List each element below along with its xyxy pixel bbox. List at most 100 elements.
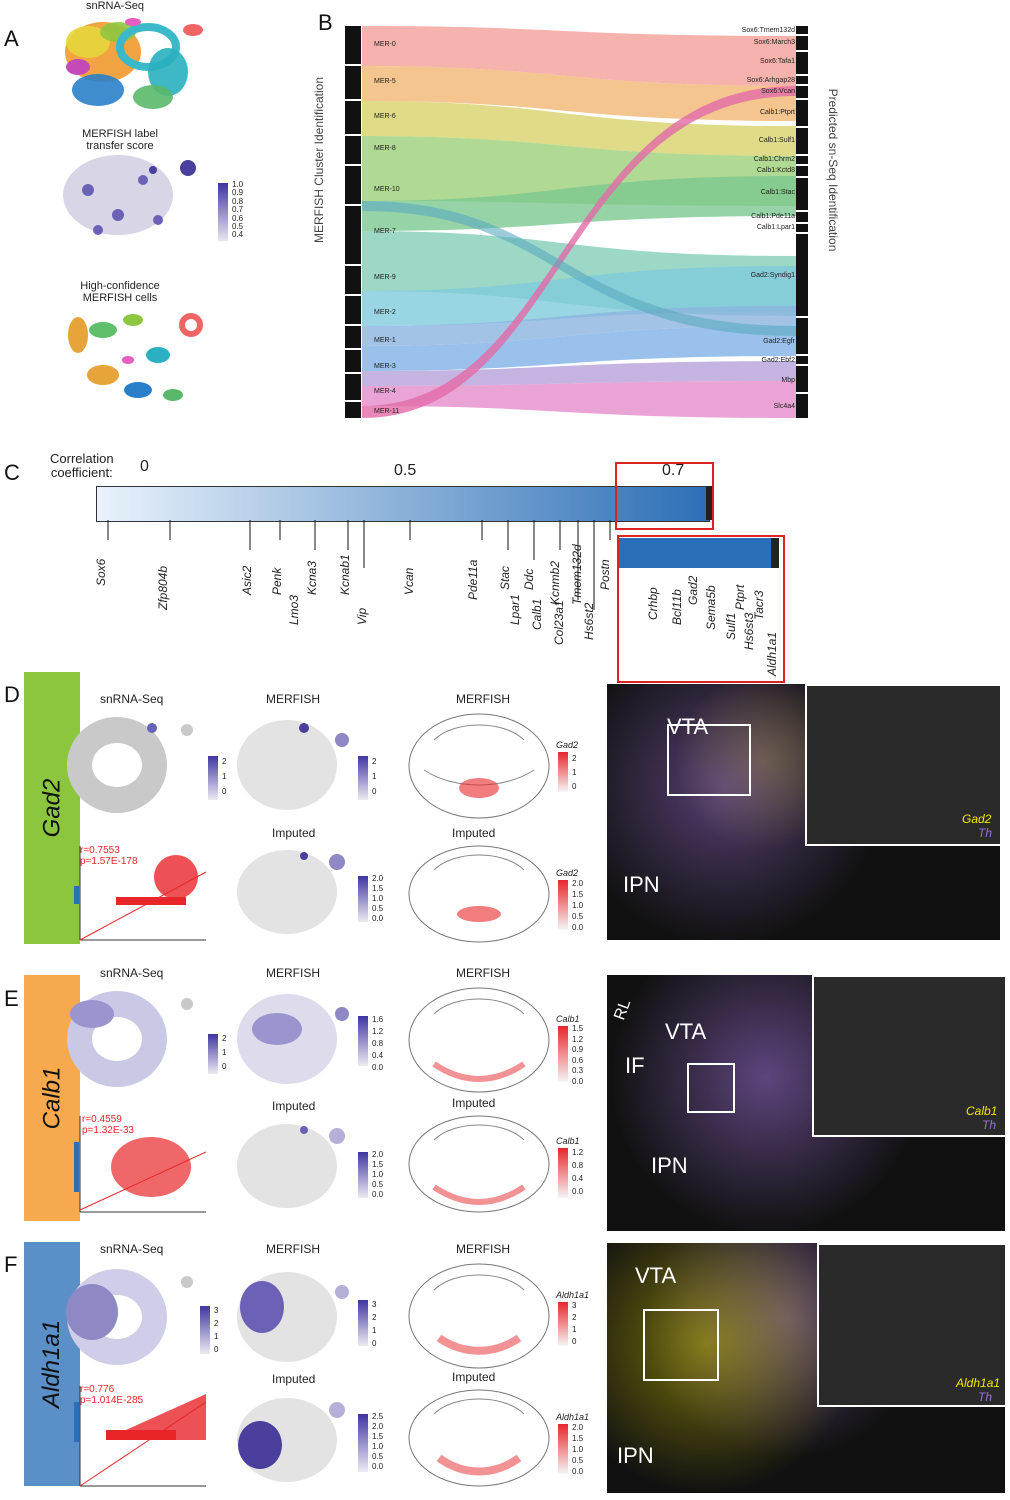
scatter-gad2 <box>74 846 206 941</box>
sankey-left-axis-label: MERFISH Cluster Identification <box>312 76 326 244</box>
atlas-imputed-label: Imputed <box>452 1096 496 1110</box>
colorbar <box>558 1026 568 1082</box>
cb-ticks: 2.0 1.5 1.0 0.5 0.0 <box>372 874 384 923</box>
zoom-box <box>615 462 714 530</box>
umap-snrna-gad2 <box>67 717 193 813</box>
panel-a-title-3: High-confidence MERFISH cells <box>80 280 160 304</box>
atlas-gene-label: Calb1 <box>556 1014 580 1024</box>
r-value: r=0.4559 <box>82 1114 122 1125</box>
atlas-imputed-calb1 <box>408 1115 550 1213</box>
atlas-gene-label: Gad2 <box>556 740 579 750</box>
atlas-gene-label: Aldh1a1 <box>556 1290 590 1300</box>
colorbar <box>558 1424 568 1474</box>
atlas-merfish-label: MERFISH <box>456 1242 510 1256</box>
zoom-bar-end <box>771 538 779 568</box>
colorbar <box>208 756 218 800</box>
imputed-label: Imputed <box>272 1099 316 1113</box>
legend-th: Th <box>982 1118 997 1132</box>
snrna-label: snRNA-Seq <box>100 692 164 706</box>
legend-th: Th <box>978 826 993 840</box>
panel-a-title-2: MERFISH label transfer score <box>82 128 158 152</box>
colorbar <box>558 1148 568 1198</box>
imputed-label: Imputed <box>272 826 316 840</box>
gene-tick-lines <box>107 520 611 610</box>
colorbar <box>208 1034 218 1074</box>
atlas-merfish-calb1 <box>408 987 550 1093</box>
gene-tab-gad2: Gad2 <box>24 672 80 944</box>
snrna-label: snRNA-Seq <box>100 966 164 980</box>
colorbar <box>558 752 568 792</box>
umap-imputed-aldh1a1 <box>237 1398 345 1482</box>
colorbar <box>358 1152 368 1198</box>
legend-th: Th <box>978 1390 993 1404</box>
merfish-label: MERFISH <box>266 966 320 980</box>
imputed-label: Imputed <box>272 1372 316 1386</box>
zoom-bar <box>619 538 771 568</box>
umap-snrna-aldh1a1 <box>66 1269 193 1365</box>
colorbar-transfer-score <box>218 183 228 241</box>
colorbar <box>358 876 368 922</box>
micrograph-gad2: VTA IPN <box>607 684 1000 940</box>
merfish-label: MERFISH <box>266 692 320 706</box>
tick-0-5: 0.5 <box>394 462 417 479</box>
cb-ticks: 1.2 0.8 0.4 0.0 <box>572 1148 584 1196</box>
colorbar <box>558 1302 568 1346</box>
atlas-gene-label: Calb1 <box>556 1136 580 1146</box>
scatter-calb1 <box>74 1116 206 1213</box>
bar-end <box>706 486 712 520</box>
panel-a-title-1: snRNA-Seq <box>85 0 145 12</box>
legend-gene: Gad2 <box>962 812 992 826</box>
umap-label-transfer-score <box>63 155 196 235</box>
correlation-title: Correlation coefficient: <box>50 451 114 480</box>
tick-0-7: 0.7 <box>662 462 685 479</box>
panel-letter-d: D <box>4 682 20 707</box>
correlation-gradient-bar <box>96 486 710 522</box>
umap-snrna-calb1 <box>67 991 193 1087</box>
atlas-merfish-gad2 <box>408 713 550 819</box>
p-value: p=1.32E-33 <box>82 1125 134 1136</box>
colorbar <box>358 1016 368 1066</box>
merfish-label: MERFISH <box>266 1242 320 1256</box>
umap-imputed-calb1 <box>237 1124 345 1208</box>
r-value: r=0.776 <box>80 1384 115 1395</box>
sankey-right-axis-label: Predicted sn-Seq Identification <box>826 88 840 252</box>
umap-merfish-calb1 <box>237 994 349 1084</box>
atlas-gene-label: Gad2 <box>556 868 579 878</box>
zoom-inset <box>617 535 785 683</box>
tick-0: 0 <box>140 458 149 475</box>
legend-gene: Calb1 <box>966 1104 998 1118</box>
p-value: p=1.57E-178 <box>80 856 138 867</box>
atlas-imputed-gad2 <box>408 845 550 943</box>
r-value: r=0.7553 <box>80 845 120 856</box>
p-value: p=1.014E-285 <box>80 1395 144 1406</box>
panel-letter-e: E <box>4 986 19 1011</box>
colorbar <box>200 1306 210 1354</box>
umap-imputed-gad2 <box>237 850 345 934</box>
atlas-merfish-label: MERFISH <box>456 966 510 980</box>
colorbar-ticks: 1.0 0.9 0.8 0.7 0.6 0.5 0.4 <box>232 180 244 240</box>
cb-ticks: 2.0 1.5 1.0 0.5 0.0 <box>572 879 584 932</box>
atlas-imputed-label: Imputed <box>452 826 496 840</box>
legend-gene: Aldh1a1 <box>956 1376 1001 1390</box>
atlas-imputed-label: Imputed <box>452 1370 496 1384</box>
umap-snrna-clusters <box>65 18 203 109</box>
atlas-gene-label: Aldh1a1 <box>556 1412 590 1422</box>
cb-ticks: 1.5 1.2 0.9 0.6 0.3 0.0 <box>572 1024 584 1086</box>
cb-ticks: 1.6 1.2 0.8 0.4 0.0 <box>372 1015 384 1072</box>
cb-ticks: 2.5 2.0 1.5 1.0 0.5 0.0 <box>372 1412 384 1471</box>
umap-merfish-gad2 <box>237 720 349 810</box>
snrna-label: snRNA-Seq <box>100 1242 164 1256</box>
panel-letter-f: F <box>4 1252 18 1277</box>
micrograph-calb1: VTA IF IPN RL <box>607 975 1005 1231</box>
umap-high-confidence-cells <box>68 313 203 401</box>
colorbar <box>358 1414 368 1472</box>
sankey-flows <box>362 26 796 418</box>
colorbar <box>558 880 568 930</box>
gene-tab-aldh1a1: Aldh1a1 <box>24 1242 80 1486</box>
atlas-merfish-aldh1a1 <box>408 1263 550 1369</box>
